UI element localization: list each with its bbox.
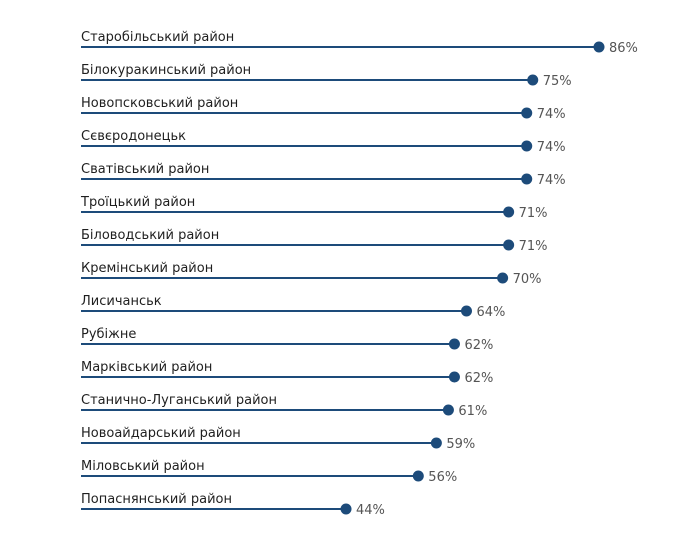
chart-row: Міловський район 56% (81, 459, 457, 485)
category-label: Міловський район (81, 459, 205, 474)
chart-row: Білокуракинський район 75% (81, 63, 572, 89)
value-label: 64% (476, 305, 505, 320)
value-label: 62% (464, 338, 493, 353)
bar-end-dot (340, 503, 352, 515)
chart-row: Старобільський район 86% (81, 30, 638, 56)
chart-row: Сєвєродонецьк 74% (81, 129, 566, 155)
chart-row: Марківський район 62% (81, 360, 493, 386)
chart-row: Лисичанськ 64% (81, 294, 505, 320)
chart-row: Кремінський район 70% (81, 261, 542, 287)
category-label: Попаснянський район (81, 492, 232, 507)
value-label: 74% (537, 107, 566, 122)
category-label: Сєвєродонецьк (81, 129, 186, 144)
value-label: 59% (446, 437, 475, 452)
bar-end-dot (503, 239, 515, 251)
bar-end-dot (593, 41, 605, 53)
value-label: 70% (513, 272, 542, 287)
category-label: Марківський район (81, 360, 212, 375)
bar-end-dot (521, 140, 533, 152)
category-label: Рубіжне (81, 327, 136, 342)
category-label: Станично-Луганський район (81, 393, 277, 408)
chart-row: Троїцький район 71% (80, 195, 548, 221)
category-label: Старобільський район (81, 30, 234, 45)
bar-end-dot (521, 107, 533, 119)
category-label: Новопсковський район (81, 96, 238, 111)
bar-end-dot (527, 74, 539, 86)
category-label: Кремінський район (81, 261, 213, 276)
value-label: 71% (519, 206, 548, 221)
chart-row: Попаснянський район 44% (81, 492, 385, 518)
value-label: 44% (356, 503, 385, 518)
bar-end-dot (412, 470, 424, 482)
bar-end-dot (442, 404, 454, 416)
chart-row: Станично-Луганський район 61% (81, 393, 487, 419)
category-label: Новоайдарський район (81, 426, 241, 441)
value-label: 74% (537, 140, 566, 155)
value-label: 74% (537, 173, 566, 188)
value-label: 86% (609, 41, 638, 56)
bar-end-dot (503, 206, 515, 218)
bar-end-dot (460, 305, 472, 317)
value-label: 56% (428, 470, 457, 485)
chart-row: Біловодський район 71% (81, 228, 548, 254)
category-label: Біловодський район (81, 228, 219, 243)
category-label: Троїцький район (80, 195, 195, 210)
bar-end-dot (521, 173, 533, 185)
bar-end-dot (448, 371, 460, 383)
category-label: Лисичанськ (81, 294, 162, 309)
category-label: Білокуракинський район (81, 63, 251, 78)
value-label: 71% (519, 239, 548, 254)
value-label: 61% (458, 404, 487, 419)
chart-row: Новопсковський район 74% (81, 96, 566, 122)
value-label: 62% (464, 371, 493, 386)
value-label: 75% (543, 74, 572, 89)
bar-end-dot (448, 338, 460, 350)
bar-end-dot (497, 272, 509, 284)
chart-row: Новоайдарський район 59% (81, 426, 475, 452)
chart-row: Рубіжне 62% (81, 327, 493, 353)
chart-row: Сватівський район 74% (81, 162, 566, 188)
bar-end-dot (430, 437, 442, 449)
category-label: Сватівський район (81, 162, 209, 177)
